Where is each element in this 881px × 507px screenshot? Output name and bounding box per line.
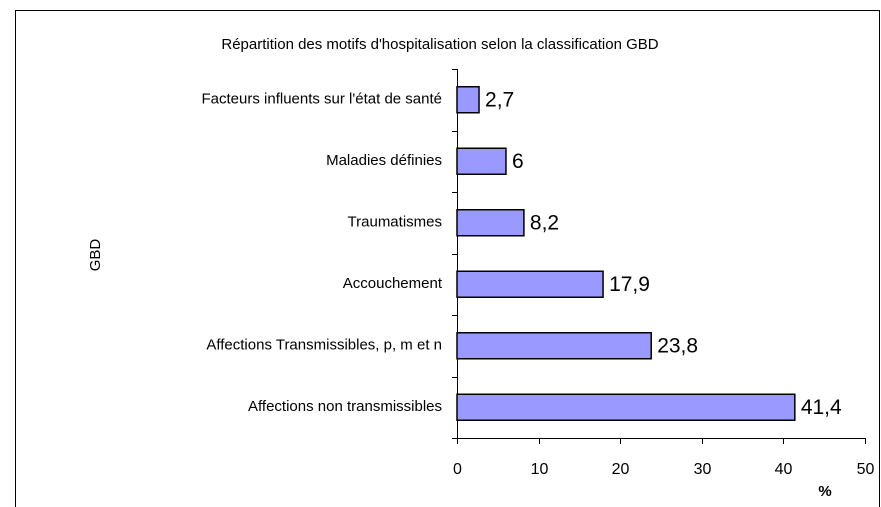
chart-frame (15, 10, 880, 507)
bar (456, 393, 796, 421)
bar (456, 86, 480, 114)
y-tick-label: Affections Transmissibles, p, m et n (206, 337, 442, 354)
x-tick-label: 20 (612, 461, 630, 478)
data-label: 2,7 (485, 88, 514, 111)
y-axis-label: GBD (87, 239, 104, 272)
x-tick-label: 50 (857, 461, 875, 478)
y-tick-label: Traumatismes (348, 214, 442, 231)
data-label: 8,2 (530, 211, 559, 234)
y-tick-label: Accouchement (343, 275, 443, 292)
data-label: 6 (512, 150, 524, 173)
y-tick-label: Affections non transmissibles (248, 398, 442, 415)
x-tick-label: 10 (531, 461, 549, 478)
x-tick-label: 0 (453, 461, 462, 478)
bar (456, 270, 604, 298)
y-tick-label: Facteurs influents sur l'état de santé (202, 91, 443, 108)
x-tick-label: 40 (775, 461, 793, 478)
bar (456, 147, 507, 175)
data-label: 17,9 (609, 273, 650, 296)
x-axis-label: % (818, 483, 831, 500)
data-label: 41,4 (801, 396, 842, 419)
bar (456, 332, 652, 360)
data-label: 23,8 (657, 334, 698, 357)
y-tick-label: Maladies définies (326, 152, 442, 169)
bar (456, 209, 525, 237)
x-tick-label: 30 (694, 461, 712, 478)
chart-title: Répartition des motifs d'hospitalisation… (221, 36, 658, 53)
